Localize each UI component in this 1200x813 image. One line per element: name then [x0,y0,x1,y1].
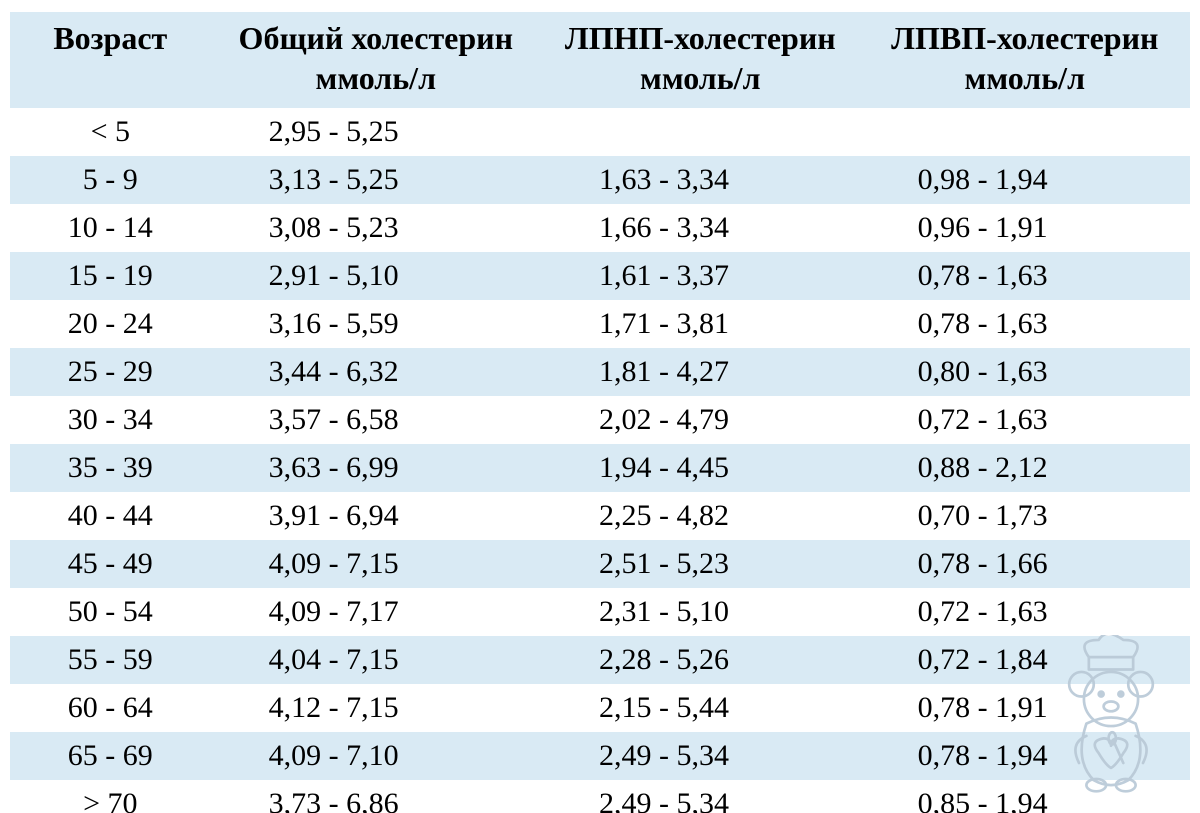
cell-value: 3,91 - 6,94 [211,492,541,540]
cell-age: 35 - 39 [10,444,211,492]
table-row: 30 - 343,57 - 6,582,02 - 4,790,72 - 1,63 [10,396,1190,444]
table-row: 5 - 93,13 - 5,251,63 - 3,340,98 - 1,94 [10,156,1190,204]
cell-value: 2,51 - 5,23 [541,540,860,588]
table-row: 40 - 443,91 - 6,942,25 - 4,820,70 - 1,73 [10,492,1190,540]
cell-value: 3,57 - 6,58 [211,396,541,444]
cell-value: 1,66 - 3,34 [541,204,860,252]
col-header-age: Возраст [10,12,211,108]
cell-value: 2,49 - 5,34 [541,732,860,780]
page-container: Возраст Общий холестерин ммоль/л ЛПНП-хо… [0,0,1200,813]
table-row: 35 - 393,63 - 6,991,94 - 4,450,88 - 2,12 [10,444,1190,492]
table-row: 45 - 494,09 - 7,152,51 - 5,230,78 - 1,66 [10,540,1190,588]
cell-value: 3,16 - 5,59 [211,300,541,348]
cell-value: 3,08 - 5,23 [211,204,541,252]
cell-value: 0,72 - 1,63 [860,588,1190,636]
table-row: 10 - 143,08 - 5,231,66 - 3,340,96 - 1,91 [10,204,1190,252]
cell-age: 45 - 49 [10,540,211,588]
table-row: 60 - 644,12 - 7,152,15 - 5,440,78 - 1,91 [10,684,1190,732]
table-row: < 52,95 - 5,25 [10,108,1190,156]
col-header-total: Общий холестерин ммоль/л [211,12,541,108]
cell-value: 3,63 - 6,99 [211,444,541,492]
cell-value: 2,28 - 5,26 [541,636,860,684]
cell-age: 40 - 44 [10,492,211,540]
cell-value: 4,09 - 7,10 [211,732,541,780]
cell-value: 1,63 - 3,34 [541,156,860,204]
cell-age: 50 - 54 [10,588,211,636]
table-row: 15 - 192,91 - 5,101,61 - 3,370,78 - 1,63 [10,252,1190,300]
cell-value: 3,13 - 5,25 [211,156,541,204]
cell-age: 60 - 64 [10,684,211,732]
cell-value [860,108,1190,156]
cell-value: 1,71 - 3,81 [541,300,860,348]
table-row: 50 - 544,09 - 7,172,31 - 5,100,72 - 1,63 [10,588,1190,636]
cell-age: 5 - 9 [10,156,211,204]
cell-value: 3,73 - 6,86 [211,780,541,813]
cell-value: 2,02 - 4,79 [541,396,860,444]
cell-age: 55 - 59 [10,636,211,684]
table-row: 25 - 293,44 - 6,321,81 - 4,270,80 - 1,63 [10,348,1190,396]
cholesterol-table: Возраст Общий холестерин ммоль/л ЛПНП-хо… [10,12,1190,813]
cell-age: > 70 [10,780,211,813]
cell-value: 0,96 - 1,91 [860,204,1190,252]
cell-value: 4,12 - 7,15 [211,684,541,732]
table-row: 65 - 694,09 - 7,102,49 - 5,340,78 - 1,94 [10,732,1190,780]
cell-value [541,108,860,156]
table-body: < 52,95 - 5,255 - 93,13 - 5,251,63 - 3,3… [10,108,1190,813]
cell-value: 0,78 - 1,63 [860,300,1190,348]
cell-value: 0,88 - 2,12 [860,444,1190,492]
table-row: > 703,73 - 6,862,49 - 5,340,85 - 1,94 [10,780,1190,813]
cell-value: 0,70 - 1,73 [860,492,1190,540]
col-header-ldl: ЛПНП-холестерин ммоль/л [541,12,860,108]
cell-value: 4,09 - 7,17 [211,588,541,636]
cell-value: 2,95 - 5,25 [211,108,541,156]
cell-age: 10 - 14 [10,204,211,252]
cell-value: 1,81 - 4,27 [541,348,860,396]
cell-value: 2,25 - 4,82 [541,492,860,540]
cell-age: 20 - 24 [10,300,211,348]
cell-value: 3,44 - 6,32 [211,348,541,396]
cell-value: 1,94 - 4,45 [541,444,860,492]
cell-value: 0,98 - 1,94 [860,156,1190,204]
cell-age: < 5 [10,108,211,156]
cell-value: 4,09 - 7,15 [211,540,541,588]
cell-value: 4,04 - 7,15 [211,636,541,684]
cell-value: 0,80 - 1,63 [860,348,1190,396]
cell-age: 30 - 34 [10,396,211,444]
cell-value: 1,61 - 3,37 [541,252,860,300]
cell-value: 2,15 - 5,44 [541,684,860,732]
cell-value: 0,78 - 1,66 [860,540,1190,588]
cell-value: 2,91 - 5,10 [211,252,541,300]
col-header-hdl: ЛПВП-холестерин ммоль/л [860,12,1190,108]
table-header: Возраст Общий холестерин ммоль/л ЛПНП-хо… [10,12,1190,108]
cell-age: 25 - 29 [10,348,211,396]
cell-value: 2,31 - 5,10 [541,588,860,636]
table-row: 55 - 594,04 - 7,152,28 - 5,260,72 - 1,84 [10,636,1190,684]
bear-chef-icon [1036,635,1186,795]
cell-value: 0,78 - 1,63 [860,252,1190,300]
cell-value: 0,72 - 1,63 [860,396,1190,444]
cell-age: 15 - 19 [10,252,211,300]
table-row: 20 - 243,16 - 5,591,71 - 3,810,78 - 1,63 [10,300,1190,348]
cell-age: 65 - 69 [10,732,211,780]
cell-value: 2,49 - 5,34 [541,780,860,813]
